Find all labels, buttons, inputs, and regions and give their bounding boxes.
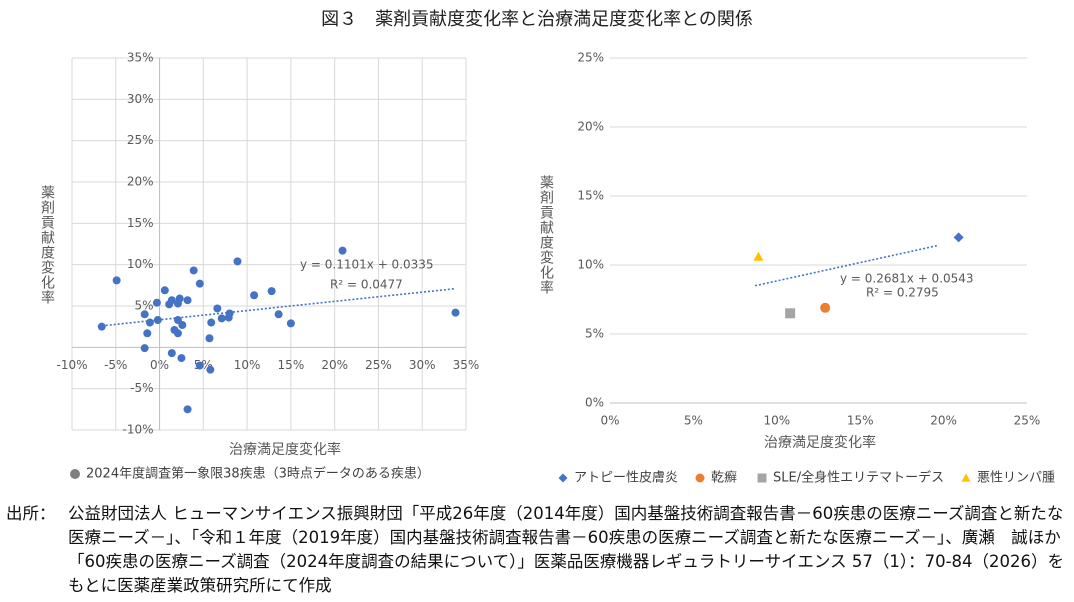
legend-label: 2024年度調査第一象限38疾患（3時点データのある疾患） [86, 466, 430, 482]
marker [195, 361, 204, 370]
marker [177, 354, 186, 363]
marker [217, 314, 226, 323]
marker [195, 279, 204, 288]
source-note: 出所： 公益財団法人 ヒューマンサイエンス振興財団「平成26年度（2014年度）… [6, 502, 1066, 598]
marker [205, 334, 214, 343]
x-tick-label: 10% [763, 414, 790, 428]
y-tick-label: -5% [130, 381, 153, 395]
marker [173, 329, 182, 338]
y-tick-label: 20% [577, 120, 604, 134]
x-tick-label: 15% [278, 358, 305, 372]
marker [820, 302, 831, 313]
marker [206, 365, 215, 374]
y-tick-label: 5% [135, 299, 154, 313]
marker [189, 266, 198, 275]
x-tick-label: 25% [365, 358, 392, 372]
x-tick-label: 35% [453, 358, 480, 372]
x-axis-title: 治療満足度変化率 [764, 434, 876, 451]
marker [274, 310, 283, 319]
marker [225, 309, 234, 318]
legend-marker [70, 469, 80, 479]
marker [97, 322, 106, 331]
marker [140, 344, 149, 353]
marker [213, 304, 222, 313]
y-tick-label: 20% [127, 175, 154, 189]
marker [167, 296, 176, 305]
figure: 図３ 薬剤貢献度変化率と治療満足度変化率との関係 -10% -5% 5% 10% 15%… [39, 9, 1055, 486]
y-tick-label: 35% [127, 51, 154, 65]
x-tick-label: 20% [321, 358, 348, 372]
x-tick-label: 20% [930, 414, 957, 428]
x-tick-label: -5% [104, 358, 127, 372]
marker [153, 316, 162, 325]
legend-label: SLE/全身性エリテマトーデス [773, 470, 944, 486]
legend-marker [695, 473, 705, 483]
y-tick-label: 25% [577, 51, 604, 65]
annotation: R² = 0.2795 [866, 286, 939, 300]
y-tick-label: 15% [577, 189, 604, 203]
marker [152, 298, 161, 307]
y-tick-label: 0% [585, 396, 604, 410]
marker [178, 321, 187, 330]
marker [250, 291, 259, 300]
legend-marker [961, 473, 971, 482]
marker [145, 318, 154, 327]
marker [143, 329, 152, 338]
y-axis-title: 薬剤貢献度変化率 [538, 175, 554, 295]
marker [267, 287, 276, 296]
x-axis-title: 治療満足度変化率 [229, 441, 341, 458]
marker [753, 251, 764, 261]
y-tick-label: 15% [127, 216, 154, 230]
source-label: 出所： [6, 504, 56, 523]
x-tick-label: 30% [409, 358, 436, 372]
y-axis-title: 薬剤貢献度変化率 [39, 185, 55, 305]
marker [785, 308, 796, 319]
x-tick-label: -10% [56, 358, 87, 372]
x-tick-label: 15% [847, 414, 874, 428]
marker [286, 319, 295, 328]
marker [183, 405, 192, 414]
legend-marker [757, 473, 767, 483]
figure-title: 図３ 薬剤貢献度変化率と治療満足度変化率との関係 [321, 9, 753, 30]
marker [183, 296, 192, 305]
x-tick-label: 5% [684, 414, 703, 428]
y-tick-label: 5% [585, 327, 604, 341]
legend-marker [558, 473, 568, 483]
annotation: y = 0.2681x + 0.0543 [840, 272, 974, 286]
annotation: R² = 0.0477 [330, 278, 403, 292]
legend-label: 悪性リンパ腫 [977, 470, 1055, 486]
marker [233, 257, 242, 266]
y-tick-label: 25% [127, 133, 154, 147]
marker [112, 276, 121, 285]
legend-label: アトピー性皮膚炎 [574, 470, 678, 486]
marker [207, 318, 216, 327]
marker [167, 349, 176, 358]
marker [953, 232, 964, 243]
y-tick-label: 10% [577, 258, 604, 272]
x-tick-label: 0% [600, 414, 619, 428]
y-tick-label: -10% [123, 423, 154, 437]
marker [140, 310, 149, 319]
marker [160, 286, 169, 295]
y-tick-label: 30% [127, 92, 154, 106]
marker [451, 308, 460, 317]
y-tick-label: 10% [127, 257, 154, 271]
marker [175, 294, 184, 303]
trendline [754, 244, 938, 287]
annotation: y = 0.1101x + 0.0335 [300, 258, 434, 272]
trendline [101, 287, 456, 327]
x-tick-label: 10% [234, 358, 261, 372]
x-tick-label: 25% [1014, 414, 1041, 428]
source-text: 公益財団法人 ヒューマンサイエンス振興財団「平成26年度（2014年度）国内基盤… [68, 504, 1065, 595]
legend-label: 乾癬 [711, 470, 737, 486]
marker [338, 246, 347, 255]
